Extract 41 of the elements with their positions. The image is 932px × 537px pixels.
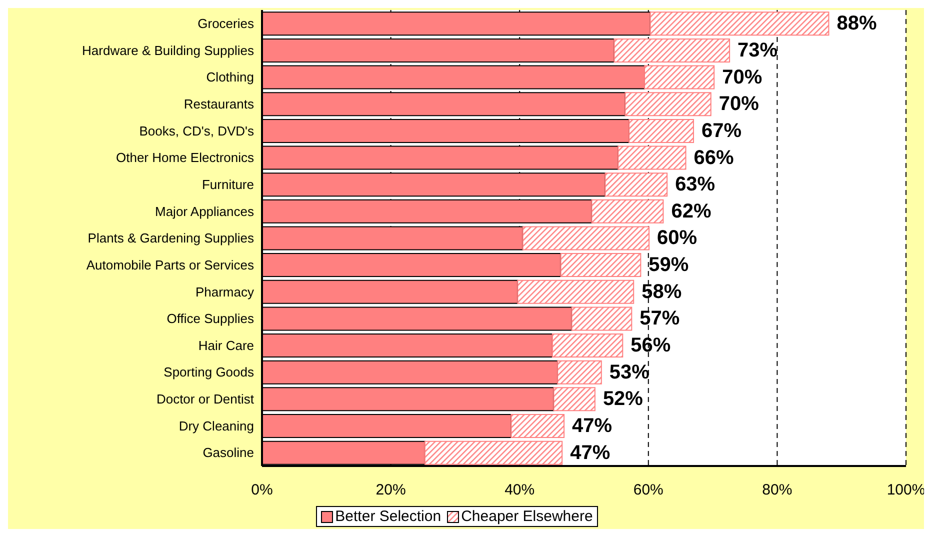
y-tick-label: Automobile Parts or Services	[86, 257, 254, 272]
total-label: 56%	[630, 334, 671, 357]
total-label: 67%	[701, 120, 742, 142]
x-tick-label: 80%	[762, 482, 792, 499]
x-tick-label: 60%	[633, 482, 664, 499]
x-tick-label: 20%	[376, 482, 406, 499]
x-tick-label: 0%	[251, 482, 273, 499]
legend-label: Better Selection	[334, 508, 442, 525]
total-label: 73%	[738, 39, 778, 62]
total-label: 62%	[671, 200, 712, 222]
y-tick-label: Groceries	[198, 16, 254, 32]
total-label: 58%	[642, 280, 682, 303]
y-tick-label: Hardware & Building Supplies	[82, 42, 254, 58]
y-tick-label: Major Appliances	[155, 204, 254, 219]
total-label: 59%	[648, 254, 689, 276]
total-label: 57%	[640, 308, 680, 330]
x-tick-label: 40%	[504, 482, 535, 499]
y-tick-label: Sporting Goods	[164, 364, 254, 380]
total-label: 70%	[718, 93, 760, 116]
y-tick-label: Plants & Gardening Supplies	[88, 230, 254, 246]
y-tick-label: Dry Cleaning	[178, 418, 254, 434]
legend-label: Cheaper Elsewhere	[460, 508, 593, 525]
total-label: 70%	[722, 66, 762, 88]
total-label: 52%	[602, 388, 644, 410]
total-label: 47%	[570, 442, 610, 464]
y-tick-label: Restaurants	[184, 96, 254, 112]
y-tick-label: Clothing	[206, 70, 254, 85]
total-label: 47%	[572, 415, 612, 437]
y-tick-label: Other Home Electronics	[116, 150, 254, 166]
y-tick-label: Doctor or Dentist	[156, 392, 254, 407]
total-label: 88%	[836, 12, 877, 35]
y-tick-label: Books, CD's, DVD's	[139, 123, 254, 138]
total-label: 53%	[609, 361, 650, 384]
total-label: 60%	[657, 227, 698, 250]
y-tick-label: Gasoline	[202, 445, 254, 460]
y-tick-label: Office Supplies	[166, 311, 254, 326]
y-tick-label: Furniture	[202, 176, 254, 192]
y-tick-label: Hair Care	[198, 338, 254, 353]
y-tick-label: Pharmacy	[195, 284, 254, 300]
total-label: 63%	[675, 174, 716, 196]
total-label: 66%	[694, 146, 734, 169]
